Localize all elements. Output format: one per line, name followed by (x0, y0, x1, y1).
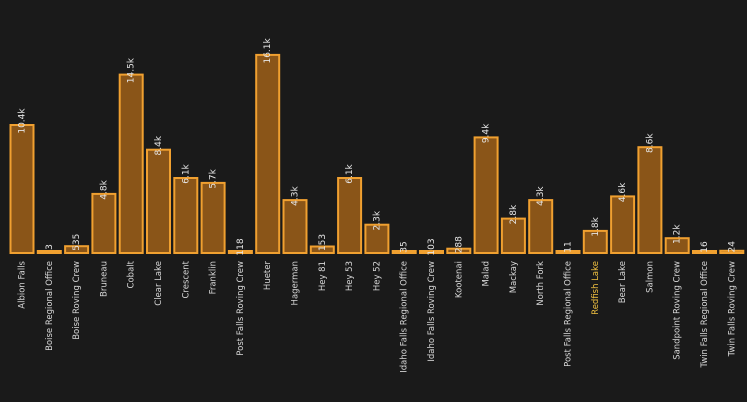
value-label-north-fork: 4.3k (536, 186, 546, 206)
bar-idaho-falls-roving-crew (419, 250, 444, 254)
bar-redfish-lake (582, 229, 608, 254)
bar-sandpoint-roving-crew (664, 237, 690, 254)
value-label-boise-regional-office: 3 (45, 244, 55, 250)
value-label-cobalt: 14.5k (127, 57, 137, 83)
value-label-post-falls-regional-office: 11 (564, 241, 574, 252)
tick-label-boise-regional-office: Boise Regional Office (45, 261, 55, 351)
value-label-redfish-lake: 1.8k (591, 216, 601, 236)
bar-boise-roving-crew (64, 245, 90, 254)
tick-label-franklin: Franklin (209, 261, 219, 294)
value-label-twin-falls-regional-office: 16 (700, 241, 710, 253)
tick-label-hey-53: Hey 53 (345, 261, 355, 291)
tick-label-post-falls-regional-office: Post Falls Regional Office (564, 261, 574, 367)
value-label-twin-falls-roving-crew: 24 (727, 241, 737, 253)
tick-label-sandpoint-roving-crew: Sandpoint Roving Crew (673, 261, 683, 360)
value-label-kootenai: 288 (454, 236, 464, 253)
bar-bruneau (91, 192, 117, 254)
value-label-hagerman: 4.3k (291, 186, 301, 206)
value-label-salmon: 8.6k (645, 133, 655, 153)
tick-label-kootenai: Kootenai (454, 261, 464, 298)
value-label-crescent: 6.1k (181, 163, 191, 183)
value-label-hey-81: 153 (318, 234, 328, 251)
value-label-post-falls-roving-crew: 118 (236, 238, 246, 255)
value-label-clear-lake: 8.4k (154, 135, 164, 155)
tick-label-boise-roving-crew: Boise Roving Crew (72, 261, 82, 340)
bar-hey-52 (364, 223, 390, 254)
bar-north-fork (528, 199, 554, 255)
tick-label-north-fork: North Fork (536, 261, 546, 306)
tick-label-malad: Malad (482, 261, 492, 287)
tick-label-cobalt: Cobalt (127, 260, 137, 288)
tick-label-mackay: Mackay (509, 261, 519, 293)
bar-malad (473, 136, 499, 254)
tick-label-idaho-falls-roving-crew: Idaho Falls Roving Crew (427, 261, 437, 362)
value-label-bear-lake: 4.6k (618, 182, 628, 202)
tick-label-bear-lake: Bear Lake (618, 261, 628, 303)
value-label-idaho-falls-roving-crew: 103 (427, 238, 437, 255)
bar-boise-regional-office (36, 250, 62, 254)
tick-label-twin-falls-roving-crew: Twin Falls Roving Crew (727, 261, 737, 357)
value-label-boise-roving-crew: 535 (72, 234, 82, 251)
bar-clear-lake (146, 148, 171, 254)
bar-albion-falls (9, 124, 35, 254)
value-label-malad: 9.4k (482, 123, 492, 143)
tick-label-redfish-lake: Redfish Lake (591, 261, 601, 315)
tick-label-clear-lake: Clear Lake (154, 261, 164, 306)
value-label-sandpoint-roving-crew: 1.2k (673, 224, 683, 244)
value-label-hueter: 16.1k (263, 37, 273, 63)
bar-kootenai (446, 247, 472, 254)
tick-label-crescent: Crescent (181, 260, 191, 298)
tick-label-twin-falls-regional-office: Twin Falls Regional Office (700, 261, 710, 369)
bar-bear-lake (610, 195, 636, 254)
bar-twin-falls-roving-crew (719, 249, 745, 255)
value-label-mackay: 2.8k (509, 204, 519, 224)
bar-idaho-falls-regional-office (391, 250, 417, 254)
tick-label-hagerman: Hagerman (291, 261, 301, 305)
bar-salmon (637, 146, 663, 254)
value-label-bruneau: 4.8k (99, 179, 109, 199)
bar-twin-falls-regional-office (692, 250, 717, 254)
value-label-albion-falls: 10.4k (18, 108, 28, 134)
bar-franklin (200, 181, 226, 254)
tick-label-bruneau: Bruneau (99, 261, 109, 297)
value-label-hey-52: 2.3k (372, 210, 382, 230)
tick-label-post-falls-roving-crew: Post Falls Roving Crew (236, 261, 246, 356)
bar-hueter (255, 53, 281, 255)
tick-label-albion-falls: Albion Falls (18, 260, 28, 308)
bar-cobalt (118, 73, 144, 254)
bar-hey-81 (309, 245, 335, 254)
bar-post-falls-regional-office (555, 250, 581, 254)
tick-label-idaho-falls-regional-office: Idaho Falls Regional Office (400, 261, 410, 373)
tick-label-hey-81: Hey 81 (318, 261, 328, 291)
bar-hey-53 (337, 177, 363, 254)
value-label-hey-53: 6.1k (345, 163, 355, 183)
tick-label-salmon: Salmon (645, 261, 655, 293)
value-label-franklin: 5.7k (209, 168, 219, 188)
bar-crescent (173, 177, 199, 254)
bar-post-falls-roving-crew (227, 250, 253, 254)
bar-mackay (500, 217, 526, 255)
tick-label-hueter: Hueter (263, 261, 273, 291)
tick-label-hey-52: Hey 52 (372, 261, 382, 291)
value-label-idaho-falls-regional-office: 35 (400, 241, 410, 252)
bar-hagerman (282, 199, 308, 255)
